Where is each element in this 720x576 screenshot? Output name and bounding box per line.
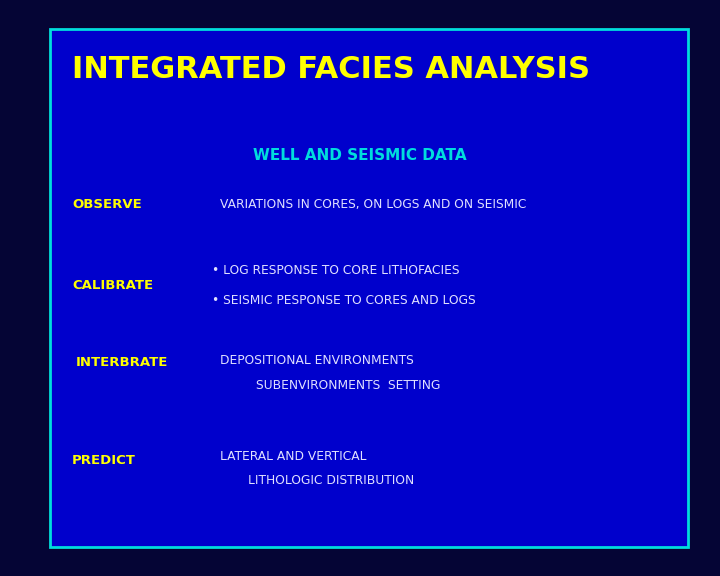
Text: OBSERVE: OBSERVE	[72, 198, 142, 211]
Text: VARIATIONS IN CORES, ON LOGS AND ON SEISMIC: VARIATIONS IN CORES, ON LOGS AND ON SEIS…	[220, 198, 526, 211]
Text: INTEGRATED FACIES ANALYSIS: INTEGRATED FACIES ANALYSIS	[72, 55, 590, 84]
Text: • LOG RESPONSE TO CORE LITHOFACIES: • LOG RESPONSE TO CORE LITHOFACIES	[212, 264, 460, 277]
Text: LATERAL AND VERTICAL: LATERAL AND VERTICAL	[220, 450, 366, 463]
Text: SUBENVIRONMENTS  SETTING: SUBENVIRONMENTS SETTING	[256, 380, 440, 392]
Bar	[50, 29, 688, 547]
Text: WELL AND SEISMIC DATA: WELL AND SEISMIC DATA	[253, 148, 467, 163]
Text: CALIBRATE: CALIBRATE	[72, 279, 153, 291]
Text: • SEISMIC PESPONSE TO CORES AND LOGS: • SEISMIC PESPONSE TO CORES AND LOGS	[212, 294, 476, 307]
Text: PREDICT: PREDICT	[72, 454, 136, 467]
Text: INTERBRATE: INTERBRATE	[76, 357, 168, 369]
Text: DEPOSITIONAL ENVIRONMENTS: DEPOSITIONAL ENVIRONMENTS	[220, 354, 413, 366]
Text: LITHOLOGIC DISTRIBUTION: LITHOLOGIC DISTRIBUTION	[248, 475, 415, 487]
